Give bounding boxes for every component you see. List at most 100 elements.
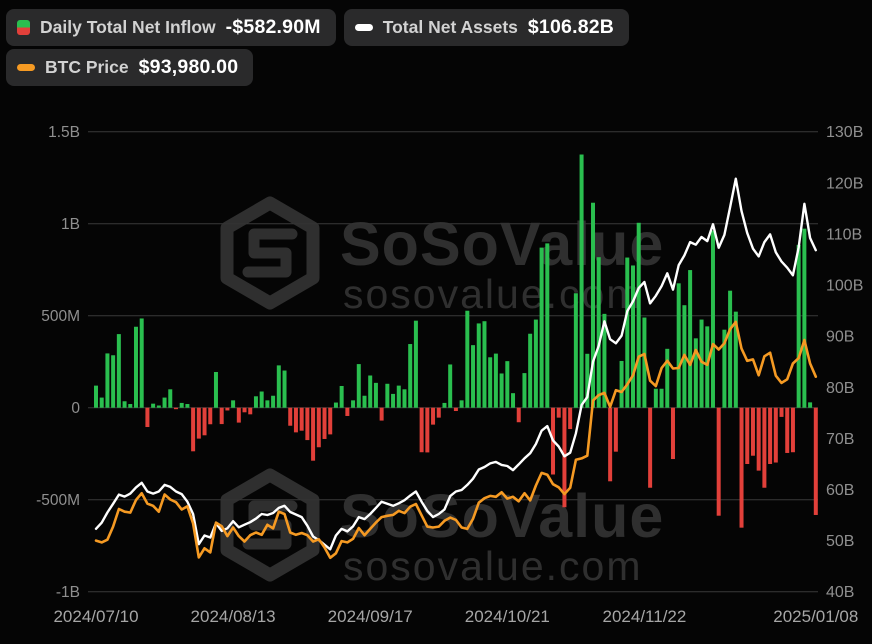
inflow-bar[interactable] <box>762 407 767 488</box>
inflow-bar[interactable] <box>630 265 635 408</box>
inflow-bar[interactable] <box>796 244 801 408</box>
inflow-bar[interactable] <box>413 320 418 408</box>
inflow-bar[interactable] <box>322 407 327 439</box>
inflow-bar[interactable] <box>333 402 338 408</box>
inflow-bar[interactable] <box>111 355 116 408</box>
inflow-bar[interactable] <box>676 283 681 408</box>
inflow-bar[interactable] <box>693 338 698 408</box>
inflow-bar[interactable] <box>625 257 630 408</box>
inflow-bar[interactable] <box>145 407 150 428</box>
inflow-bar[interactable] <box>196 407 201 439</box>
inflow-bar[interactable] <box>436 407 441 418</box>
inflow-bar[interactable] <box>373 382 378 408</box>
inflow-bar[interactable] <box>773 407 778 463</box>
inflow-bar[interactable] <box>699 319 704 408</box>
inflow-bar[interactable] <box>716 407 721 516</box>
inflow-bar[interactable] <box>488 357 493 408</box>
inflow-bar[interactable] <box>813 407 818 515</box>
inflow-bar[interactable] <box>511 393 516 408</box>
inflow-bar[interactable] <box>236 407 241 423</box>
inflow-bar[interactable] <box>465 310 470 408</box>
inflow-bar[interactable] <box>750 407 755 456</box>
inflow-bar[interactable] <box>670 407 675 460</box>
inflow-bar[interactable] <box>596 257 601 408</box>
inflow-bar[interactable] <box>768 407 773 465</box>
inflow-bar[interactable] <box>253 396 258 408</box>
inflow-bar[interactable] <box>556 407 561 418</box>
inflow-bar[interactable] <box>613 407 618 452</box>
inflow-bar[interactable] <box>259 391 264 408</box>
inflow-bar[interactable] <box>579 154 584 408</box>
inflow-bar[interactable] <box>391 393 396 408</box>
inflow-bar[interactable] <box>94 385 98 408</box>
inflow-bar[interactable] <box>242 407 247 413</box>
legend-item-total-net-assets[interactable]: Total Net Assets $106.82B <box>343 9 630 46</box>
inflow-bar[interactable] <box>591 202 596 408</box>
inflow-bar[interactable] <box>156 405 161 408</box>
inflow-bar[interactable] <box>493 353 498 408</box>
inflow-bar[interactable] <box>808 402 813 408</box>
inflow-bar[interactable] <box>191 407 196 452</box>
inflow-bar[interactable] <box>533 319 538 408</box>
inflow-bar[interactable] <box>476 323 481 408</box>
inflow-bar[interactable] <box>282 370 287 408</box>
inflow-bar[interactable] <box>173 407 178 410</box>
inflow-bar[interactable] <box>756 407 761 471</box>
inflow-bar[interactable] <box>356 364 361 408</box>
inflow-bar[interactable] <box>122 401 127 408</box>
inflow-bar[interactable] <box>431 407 436 425</box>
inflow-bar[interactable] <box>362 395 367 408</box>
inflow-bar[interactable] <box>133 326 138 408</box>
inflow-bar[interactable] <box>185 404 190 408</box>
inflow-bar[interactable] <box>225 407 230 411</box>
inflow-bar[interactable] <box>785 407 790 453</box>
inflow-bar[interactable] <box>802 228 807 408</box>
inflow-bar[interactable] <box>179 402 184 408</box>
inflow-bar[interactable] <box>168 389 173 408</box>
inflow-bar[interactable] <box>116 334 121 408</box>
inflow-bar[interactable] <box>568 407 573 430</box>
inflow-bar[interactable] <box>368 375 373 408</box>
inflow-bar[interactable] <box>442 402 447 408</box>
legend-item-btc-price[interactable]: BTC Price $93,980.00 <box>6 49 254 86</box>
inflow-bar[interactable] <box>162 397 167 408</box>
inflow-bar[interactable] <box>425 407 430 453</box>
inflow-bar[interactable] <box>619 360 624 408</box>
inflow-bar[interactable] <box>608 407 613 482</box>
inflow-bar[interactable] <box>293 407 298 433</box>
inflow-bar[interactable] <box>351 400 356 408</box>
inflow-bar[interactable] <box>402 389 407 408</box>
inflow-bar[interactable] <box>705 326 710 408</box>
inflow-bar[interactable] <box>213 372 218 408</box>
inflow-bar[interactable] <box>379 407 384 421</box>
inflow-bar[interactable] <box>453 407 458 412</box>
inflow-bar[interactable] <box>265 400 270 408</box>
inflow-bar[interactable] <box>648 407 653 488</box>
inflow-bar[interactable] <box>602 313 607 408</box>
inflow-bar[interactable] <box>448 364 453 408</box>
inflow-bar[interactable] <box>779 407 784 417</box>
inflow-bar[interactable] <box>710 230 715 408</box>
inflow-bar[interactable] <box>288 407 293 426</box>
inflow-bar[interactable] <box>728 290 733 408</box>
btc-line[interactable] <box>94 320 818 560</box>
inflow-bar[interactable] <box>139 318 144 408</box>
inflow-bar[interactable] <box>722 329 727 408</box>
inflow-bar[interactable] <box>408 344 413 408</box>
inflow-bar[interactable] <box>419 407 424 453</box>
inflow-bar[interactable] <box>248 407 253 415</box>
inflow-bar[interactable] <box>653 388 658 408</box>
inflow-bar[interactable] <box>219 407 224 425</box>
inflow-bar[interactable] <box>276 365 281 408</box>
inflow-bar[interactable] <box>636 222 641 408</box>
inflow-bar[interactable] <box>688 270 693 408</box>
inflow-bar[interactable] <box>471 345 476 408</box>
inflow-bar[interactable] <box>231 400 236 408</box>
inflow-bar[interactable] <box>739 407 744 528</box>
inflow-bar[interactable] <box>745 407 750 465</box>
inflow-bar[interactable] <box>202 407 207 436</box>
inflow-bar[interactable] <box>316 407 321 448</box>
inflow-bar[interactable] <box>396 385 401 408</box>
inflow-bar[interactable] <box>790 407 795 453</box>
